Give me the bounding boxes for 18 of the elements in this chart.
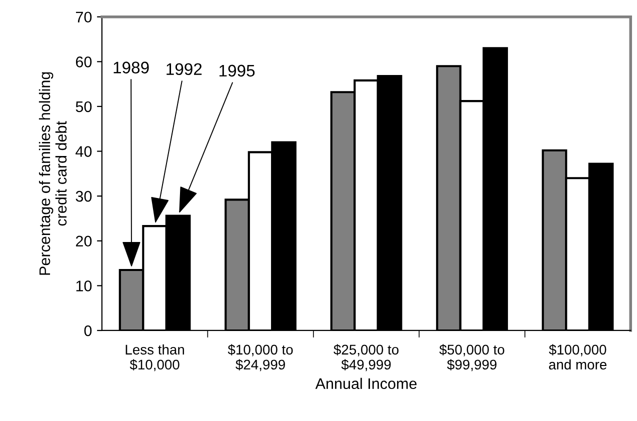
x-tick-label: $100,000 and more — [548, 344, 606, 370]
y-tick-label: 70 — [76, 12, 92, 23]
y-tick-label: 10 — [76, 280, 92, 292]
y-tick-label: 40 — [76, 146, 92, 157]
text: 1989 — [114, 62, 149, 74]
text: 1995 — [220, 64, 255, 77]
y-tick-label: 30 — [76, 190, 92, 202]
y-tick-label: 60 — [76, 56, 92, 68]
x-tick-label: $10,000 to $24,999 — [228, 344, 293, 372]
x-tick-label: Less than $10,000 — [126, 344, 184, 372]
x-axis-title: Annual Income — [315, 378, 417, 390]
y-tick-label: 0 — [84, 325, 92, 336]
text: 1992 — [166, 63, 202, 76]
x-tick-label: $25,000 to $49,999 — [334, 344, 399, 372]
y-tick-label: 50 — [76, 101, 92, 112]
y-tick-label: 20 — [76, 236, 92, 247]
y-axis-title: Percentage of families holding credit card debt — [38, 72, 67, 275]
x-tick-label: $50,000 to $99,999 — [439, 344, 504, 372]
